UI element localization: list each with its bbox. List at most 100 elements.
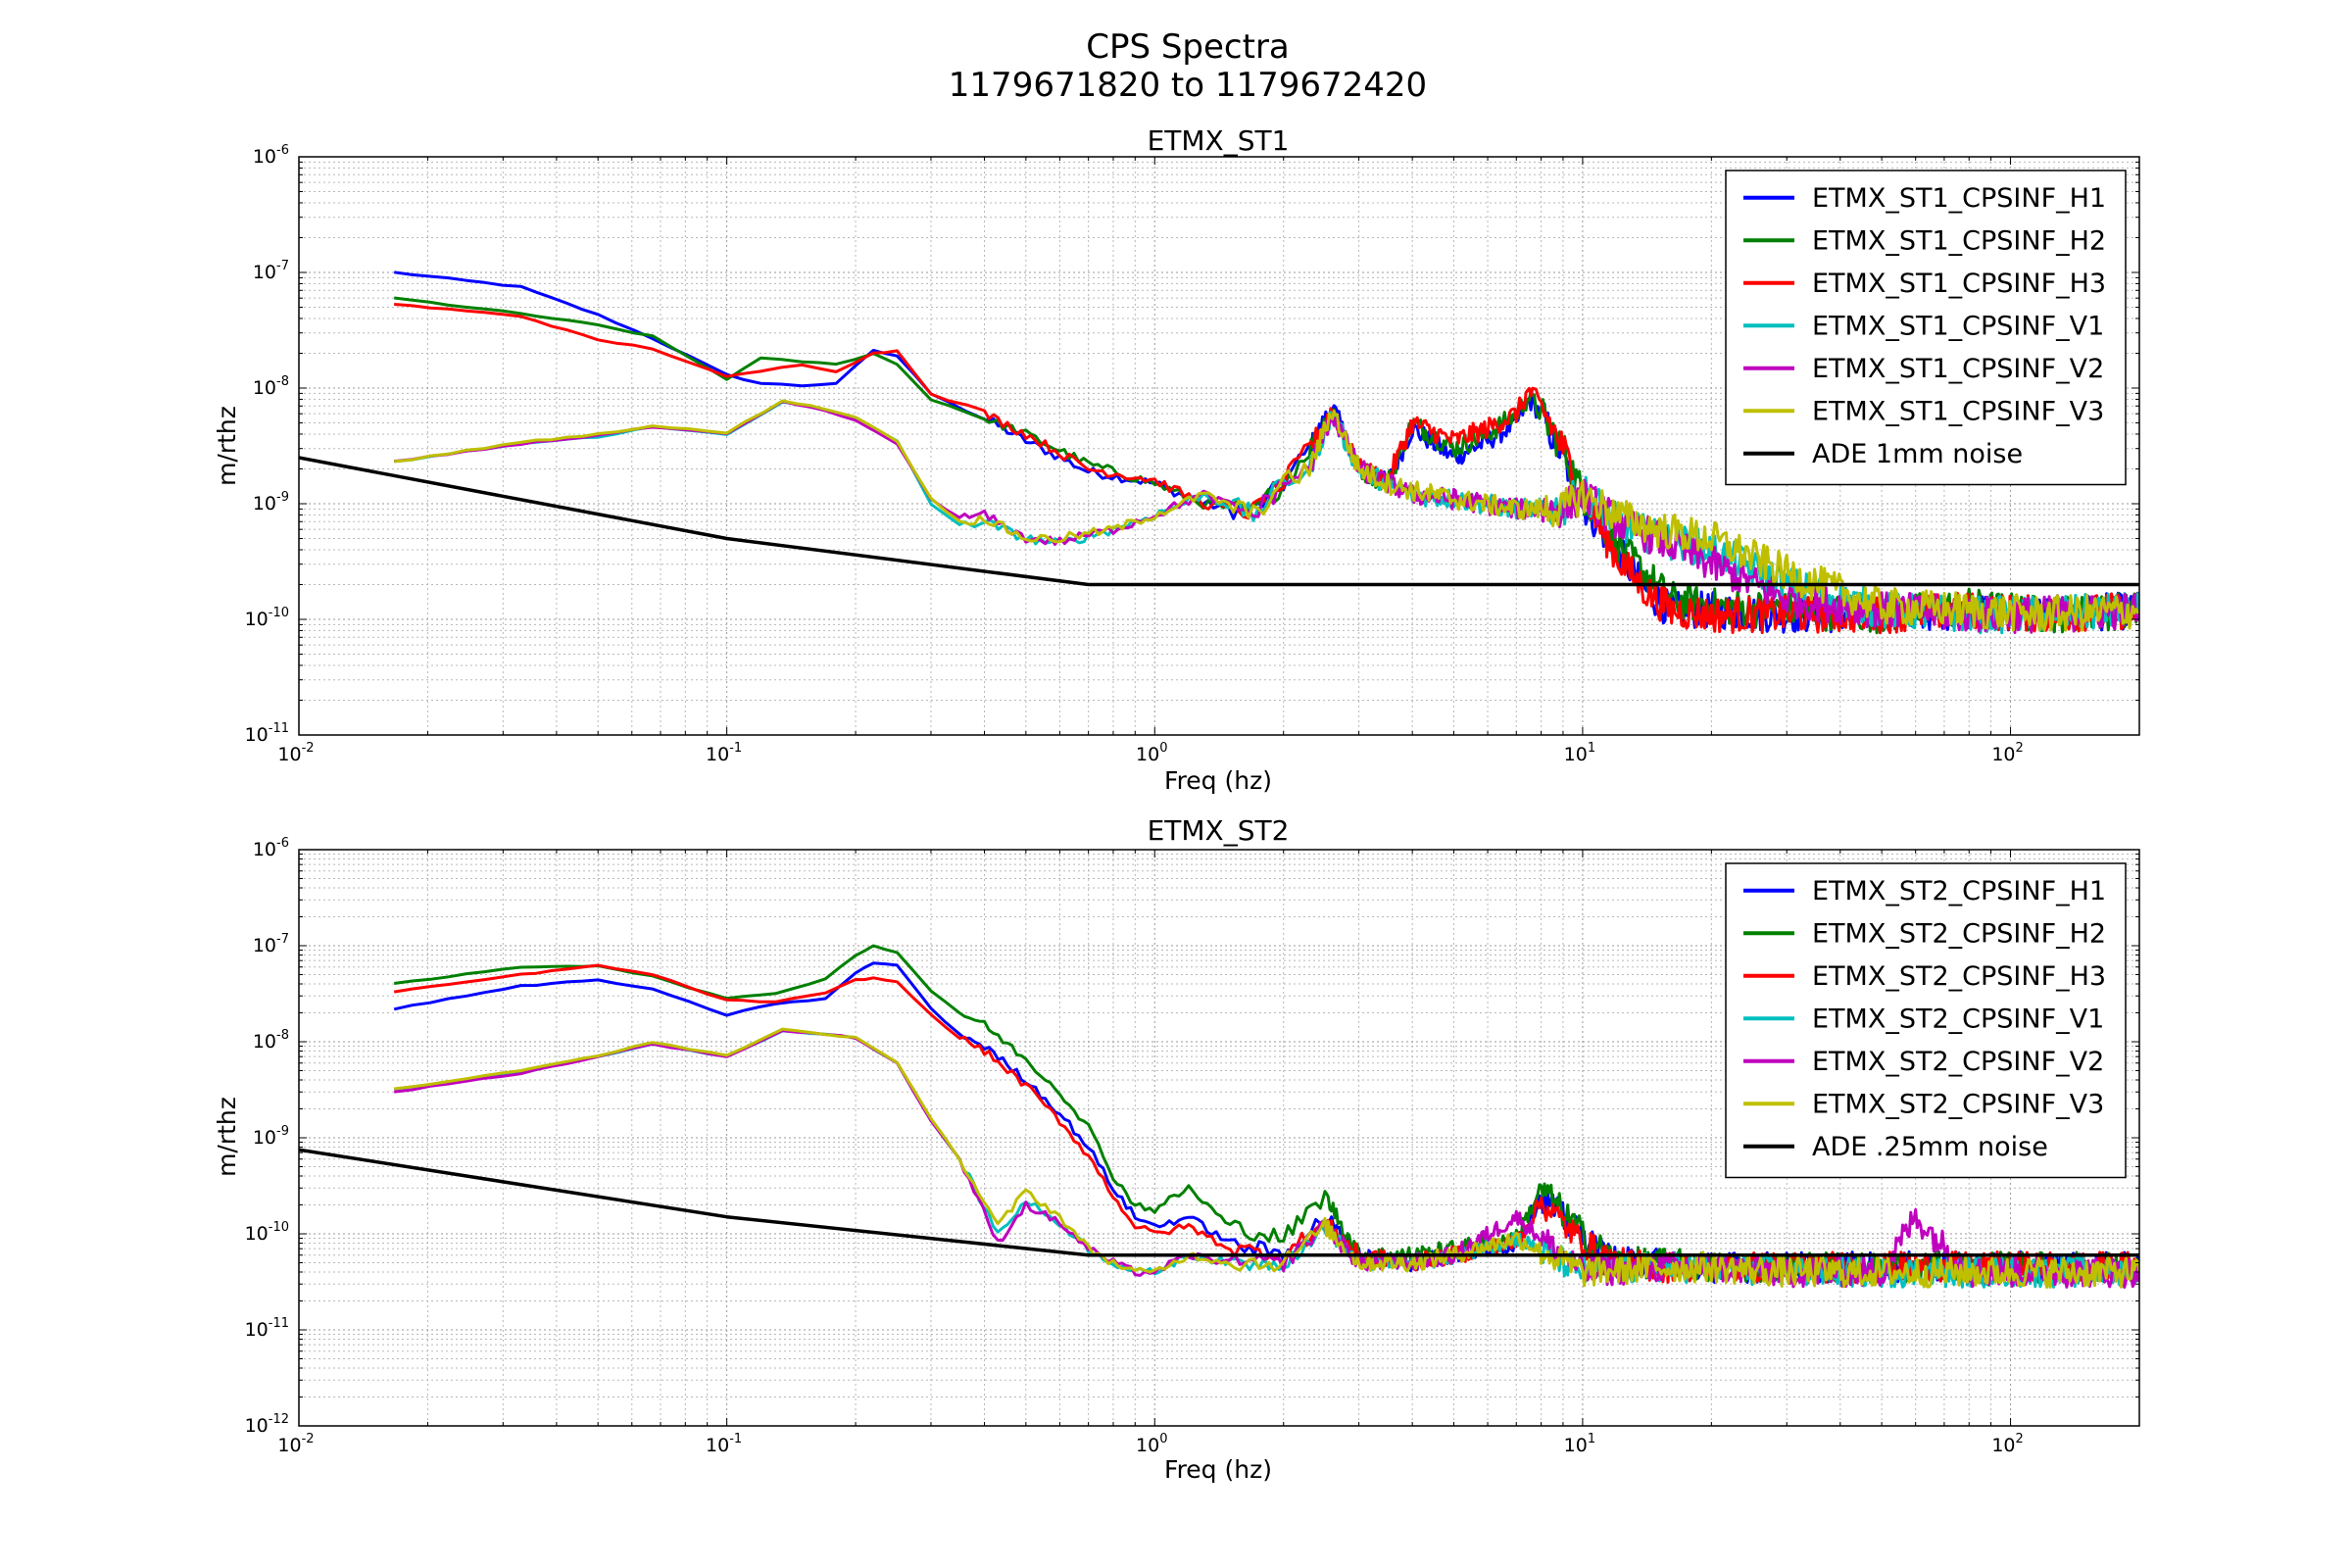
legend-label: ETMX_ST2_CPSINF_H3 bbox=[1812, 961, 2106, 992]
axis-ticks bbox=[298, 156, 2140, 736]
legend-label: ETMX_ST2_CPSINF_H2 bbox=[1812, 918, 2106, 949]
legend-label: ETMX_ST2_CPSINF_V1 bbox=[1812, 1004, 2104, 1034]
y-tick-label-exponent: -10 bbox=[269, 1220, 289, 1235]
x-tick-label-base: 10 bbox=[277, 1435, 301, 1456]
x-tick-label: 10-2 bbox=[277, 741, 314, 765]
series-line bbox=[394, 1027, 2139, 1290]
y-tick-label-base: 10 bbox=[245, 724, 269, 746]
y-tick-label: 10-6 bbox=[253, 836, 289, 860]
x-tick-label-exponent: 2 bbox=[2016, 1432, 2024, 1446]
x-tick-label-exponent: -1 bbox=[729, 741, 742, 756]
x-tick-label-base: 10 bbox=[1991, 1435, 2015, 1456]
y-tick-label: 10-12 bbox=[245, 1412, 289, 1437]
y-tick-label-base: 10 bbox=[253, 262, 276, 283]
series-line bbox=[299, 1148, 2139, 1257]
y-tick-label-exponent: -8 bbox=[276, 1028, 289, 1043]
legend-label: ETMX_ST1_CPSINF_H1 bbox=[1812, 183, 2106, 214]
y-tick-label-base: 10 bbox=[245, 1319, 269, 1341]
x-tick-label-base: 10 bbox=[706, 744, 729, 765]
legend-label: ETMX_ST1_CPSINF_V2 bbox=[1812, 354, 2104, 384]
x-tick-label: 102 bbox=[1991, 1432, 2023, 1456]
panel-title: ETMX_ST2 bbox=[1148, 814, 1290, 847]
panel-title: ETMX_ST1 bbox=[1148, 124, 1290, 157]
y-tick-label-exponent: -9 bbox=[276, 1124, 289, 1139]
panel-etmx-st2: ETMX_ST2 Freq (hz) m/rthz 10-2 10-1 100 101… bbox=[213, 814, 2140, 1484]
y-tick-label-base: 10 bbox=[245, 609, 269, 630]
x-tick-label-base: 10 bbox=[277, 744, 301, 765]
y-tick-label: 10-11 bbox=[245, 721, 289, 746]
x-axis-label: Freq (hz) bbox=[1164, 766, 1272, 795]
y-tick-label-base: 10 bbox=[245, 1223, 269, 1245]
x-tick-label-base: 10 bbox=[1564, 744, 1588, 765]
plot-frame bbox=[298, 156, 2140, 736]
x-tick-label-base: 10 bbox=[1136, 744, 1159, 765]
y-tick-label-exponent: -8 bbox=[276, 374, 289, 389]
x-tick-label-exponent: 0 bbox=[1159, 1432, 1167, 1446]
legend-label: ETMX_ST1_CPSINF_H3 bbox=[1812, 269, 2106, 299]
y-tick-label-exponent: -7 bbox=[276, 259, 289, 273]
x-tick-label-base: 10 bbox=[1136, 1435, 1159, 1456]
x-tick-label-exponent: 2 bbox=[2016, 741, 2024, 756]
y-tick-label: 10-9 bbox=[253, 1124, 289, 1149]
panel-etmx-st1: ETMX_ST1 Freq (hz) m/rthz 10-2 10-1 100 101… bbox=[213, 124, 2140, 795]
x-tick-label: 10-1 bbox=[706, 1432, 742, 1456]
y-axis-label: m/rthz bbox=[213, 406, 241, 486]
x-tick-label-exponent: -2 bbox=[302, 741, 315, 756]
figure-title-line-2: 1179671820 to 1179672420 bbox=[949, 66, 1427, 105]
x-tick-label-exponent: -1 bbox=[729, 1432, 742, 1446]
y-tick-label: 10-7 bbox=[253, 259, 289, 283]
y-tick-label: 10-6 bbox=[253, 143, 289, 168]
y-tick-label-exponent: -10 bbox=[269, 606, 289, 620]
y-tick-label-exponent: -9 bbox=[276, 490, 289, 505]
legend-label: ADE 1mm noise bbox=[1812, 439, 2023, 469]
y-tick-label-base: 10 bbox=[253, 839, 276, 860]
x-tick-label: 100 bbox=[1136, 741, 1167, 765]
y-tick-label-exponent: -11 bbox=[269, 721, 289, 736]
figure-title-line-1: CPS Spectra bbox=[1086, 27, 1290, 67]
legend-label: ADE .25mm noise bbox=[1812, 1132, 2048, 1162]
x-axis-label: Freq (hz) bbox=[1164, 1455, 1272, 1484]
x-tick-label-exponent: 1 bbox=[1588, 1432, 1595, 1446]
y-tick-label: 10-7 bbox=[253, 932, 289, 956]
y-tick-label: 10-11 bbox=[245, 1316, 289, 1341]
x-tick-label: 102 bbox=[1991, 741, 2023, 765]
y-tick-label-exponent: -12 bbox=[269, 1412, 289, 1427]
y-tick-label-exponent: -11 bbox=[269, 1316, 289, 1331]
x-tick-label-base: 10 bbox=[1564, 1435, 1588, 1456]
legend: ETMX_ST1_CPSINF_H1 ETMX_ST1_CPSINF_H2 ETMX… bbox=[1725, 170, 2127, 486]
x-tick-label-exponent: -2 bbox=[302, 1432, 315, 1446]
plot-area bbox=[299, 270, 2139, 635]
y-tick-label-base: 10 bbox=[253, 935, 276, 956]
y-tick-label-base: 10 bbox=[253, 146, 276, 168]
x-tick-label: 101 bbox=[1564, 1432, 1595, 1456]
x-tick-label: 10-2 bbox=[277, 1432, 314, 1456]
series-line bbox=[394, 399, 2139, 632]
y-tick-label-base: 10 bbox=[253, 1127, 276, 1149]
y-tick-label: 10-9 bbox=[253, 490, 289, 514]
y-tick-label-base: 10 bbox=[253, 493, 276, 514]
y-tick-label-exponent: -6 bbox=[276, 143, 289, 158]
y-tick-label: 10-8 bbox=[253, 1028, 289, 1053]
x-tick-label: 10-1 bbox=[706, 741, 742, 765]
y-tick-label-base: 10 bbox=[253, 1031, 276, 1053]
legend-label: ETMX_ST1_CPSINF_H2 bbox=[1812, 225, 2106, 256]
legend-label: ETMX_ST2_CPSINF_V3 bbox=[1812, 1089, 2104, 1119]
axis-ticks bbox=[298, 849, 2140, 1427]
x-tick-label-exponent: 0 bbox=[1159, 741, 1167, 756]
legend-label: ETMX_ST1_CPSINF_V1 bbox=[1812, 311, 2104, 341]
plot-area bbox=[299, 944, 2139, 1290]
y-axis-label: m/rthz bbox=[213, 1097, 241, 1177]
x-tick-label-exponent: 1 bbox=[1588, 741, 1595, 756]
x-tick-label-base: 10 bbox=[706, 1435, 729, 1456]
y-tick-label: 10-10 bbox=[245, 606, 289, 630]
x-tick-label: 101 bbox=[1564, 741, 1595, 765]
x-tick-label: 100 bbox=[1136, 1432, 1167, 1456]
y-tick-label-base: 10 bbox=[245, 1415, 269, 1437]
legend: ETMX_ST2_CPSINF_H1 ETMX_ST2_CPSINF_H2 ETMX… bbox=[1725, 862, 2127, 1179]
legend-label: ETMX_ST2_CPSINF_V2 bbox=[1812, 1047, 2104, 1077]
y-tick-label-exponent: -7 bbox=[276, 932, 289, 947]
y-tick-label-exponent: -6 bbox=[276, 836, 289, 851]
series-line bbox=[299, 456, 2139, 587]
y-tick-label: 10-10 bbox=[245, 1220, 289, 1245]
